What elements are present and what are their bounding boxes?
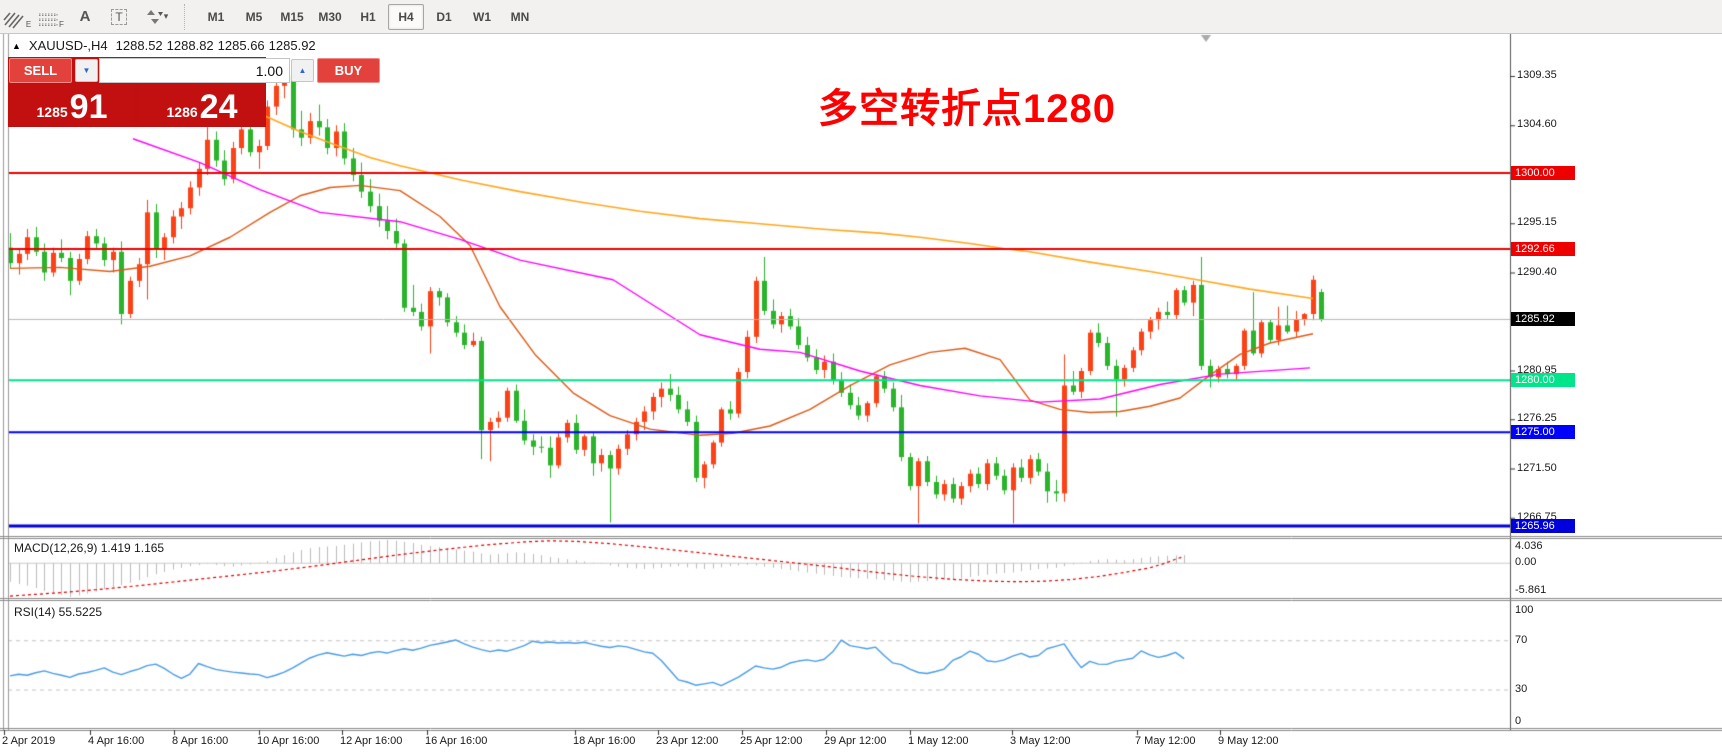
- macd-scale-label: -5.861: [1515, 584, 1547, 596]
- ohlc-high: 1288.82: [166, 38, 214, 53]
- price-level-tag: 1285.92: [1511, 311, 1575, 326]
- rsi-scale-label: 30: [1515, 683, 1528, 695]
- one-click-trading-panel: SELL ▼ ▲ BUY 1285 91 1286 24: [8, 57, 380, 127]
- time-tick-label: 23 Apr 12:00: [656, 735, 719, 747]
- timeframe-button-m5[interactable]: M5: [245, 9, 263, 24]
- timeframe-button-m15[interactable]: M15: [280, 9, 304, 24]
- buy-price-pips: 24: [199, 88, 238, 126]
- price-level-tag: 1265.96: [1511, 518, 1575, 533]
- time-tick-label: 2 Apr 2019: [2, 735, 56, 747]
- text-box-icon[interactable]: T: [104, 5, 134, 29]
- symbol-row: ▲ XAUUSD-,H4 1288.52 1288.82 1285.66 128…: [12, 38, 316, 53]
- time-tick-label: 16 Apr 16:00: [425, 735, 488, 747]
- timeframe-button-m30[interactable]: M30: [318, 9, 342, 24]
- rsi-label: RSI(14) 55.5225: [14, 605, 103, 619]
- sort-arrows-icon[interactable]: ▾: [138, 5, 176, 29]
- buy-button[interactable]: BUY: [317, 58, 380, 83]
- amount-decrease-button[interactable]: ▼: [75, 59, 98, 82]
- sell-price-pips: 91: [69, 88, 108, 126]
- amount-increase-button[interactable]: ▲: [291, 59, 314, 82]
- text-label-icon[interactable]: A: [70, 5, 100, 29]
- timeframe-button-w1[interactable]: W1: [473, 9, 491, 24]
- trade-controls-row: SELL ▼ ▲ BUY: [9, 58, 380, 83]
- time-tick-label: 29 Apr 12:00: [824, 735, 887, 747]
- ohlc-open: 1288.52: [115, 38, 163, 53]
- macd-label: MACD(12,26,9) 1.419 1.165: [14, 541, 165, 555]
- price-level-tag: 1275.00: [1511, 425, 1575, 440]
- timeframe-button-h4[interactable]: H4: [388, 3, 424, 30]
- dropdown-caret: ▾: [163, 11, 169, 21]
- time-tick-label: 8 Apr 16:00: [172, 735, 229, 747]
- time-tick-label: 1 May 12:00: [908, 735, 969, 747]
- icon-sub-e: E: [25, 19, 32, 29]
- time-tick-label: 3 May 12:00: [1010, 735, 1071, 747]
- grid-pattern-icon[interactable]: F: [36, 5, 66, 29]
- time-tick-label: 4 Apr 16:00: [88, 735, 145, 747]
- buy-price-main: 1286: [166, 104, 198, 120]
- symbol-name: XAUUSD-,H4: [28, 38, 108, 53]
- price-tick-label: 1304.60: [1517, 118, 1557, 131]
- letter-a: A: [79, 8, 91, 25]
- timeframe-group: M1 M5 M15 M30 H1 H4 D1 W1 MN: [197, 3, 539, 30]
- price-tick-label: 1290.40: [1517, 265, 1557, 278]
- time-tick-label: 25 Apr 12:00: [740, 735, 803, 747]
- ohlc-close: 1285.92: [268, 38, 316, 53]
- ohlc-low: 1285.66: [217, 38, 265, 53]
- timeframe-button-mn[interactable]: MN: [510, 9, 530, 24]
- time-tick-label: 10 Apr 16:00: [257, 735, 320, 747]
- macd-scale-label: 4.036: [1515, 540, 1543, 552]
- price-display-row: 1285 91 1286 24: [9, 84, 265, 126]
- collapse-arrow-icon[interactable]: ▲: [12, 40, 21, 51]
- price-level-tag: 1300.00: [1511, 165, 1575, 180]
- timeframe-button-m1[interactable]: M1: [207, 9, 225, 24]
- time-tick-label: 12 Apr 16:00: [340, 735, 403, 747]
- chart-annotation-text: 多空转折点1280: [818, 87, 1116, 131]
- rsi-scale-label: 70: [1515, 634, 1528, 646]
- toolbar: E F A T ▾ M1 M5 M15 M30 H1 H4 D1 W1 MN: [0, 0, 1722, 34]
- buy-price-display[interactable]: 1286 24: [139, 84, 265, 126]
- price-level-tag: 1280.00: [1511, 373, 1575, 388]
- timeframe-button-d1[interactable]: D1: [436, 9, 452, 24]
- amount-input[interactable]: [99, 58, 290, 83]
- price-level-tag: 1292.66: [1511, 242, 1575, 257]
- sell-button[interactable]: SELL: [9, 58, 72, 83]
- macd-scale-label: 0.00: [1515, 556, 1537, 568]
- timeframe-button-h1[interactable]: H1: [360, 9, 376, 24]
- letter-t: T: [111, 8, 127, 25]
- rsi-scale-label: 0: [1515, 715, 1522, 727]
- time-tick-label: 9 May 12:00: [1218, 735, 1279, 747]
- price-tick-label: 1280.95: [1517, 363, 1557, 376]
- sell-price-main: 1285: [36, 104, 68, 120]
- icon-sub-f: F: [59, 19, 64, 29]
- time-tick-label: 18 Apr 16:00: [573, 735, 636, 747]
- price-tick-label: 1295.15: [1517, 216, 1557, 229]
- toolbar-separator: [184, 3, 191, 30]
- sell-price-display[interactable]: 1285 91: [9, 84, 135, 126]
- rsi-scale-label: 100: [1515, 604, 1534, 616]
- price-tick-label: 1309.35: [1517, 69, 1557, 81]
- time-tick-label: 7 May 12:00: [1135, 735, 1196, 747]
- price-tick-label: 1276.25: [1517, 412, 1557, 425]
- indicators-hatch-icon[interactable]: E: [2, 5, 32, 29]
- price-tick-label: 1271.50: [1517, 461, 1557, 474]
